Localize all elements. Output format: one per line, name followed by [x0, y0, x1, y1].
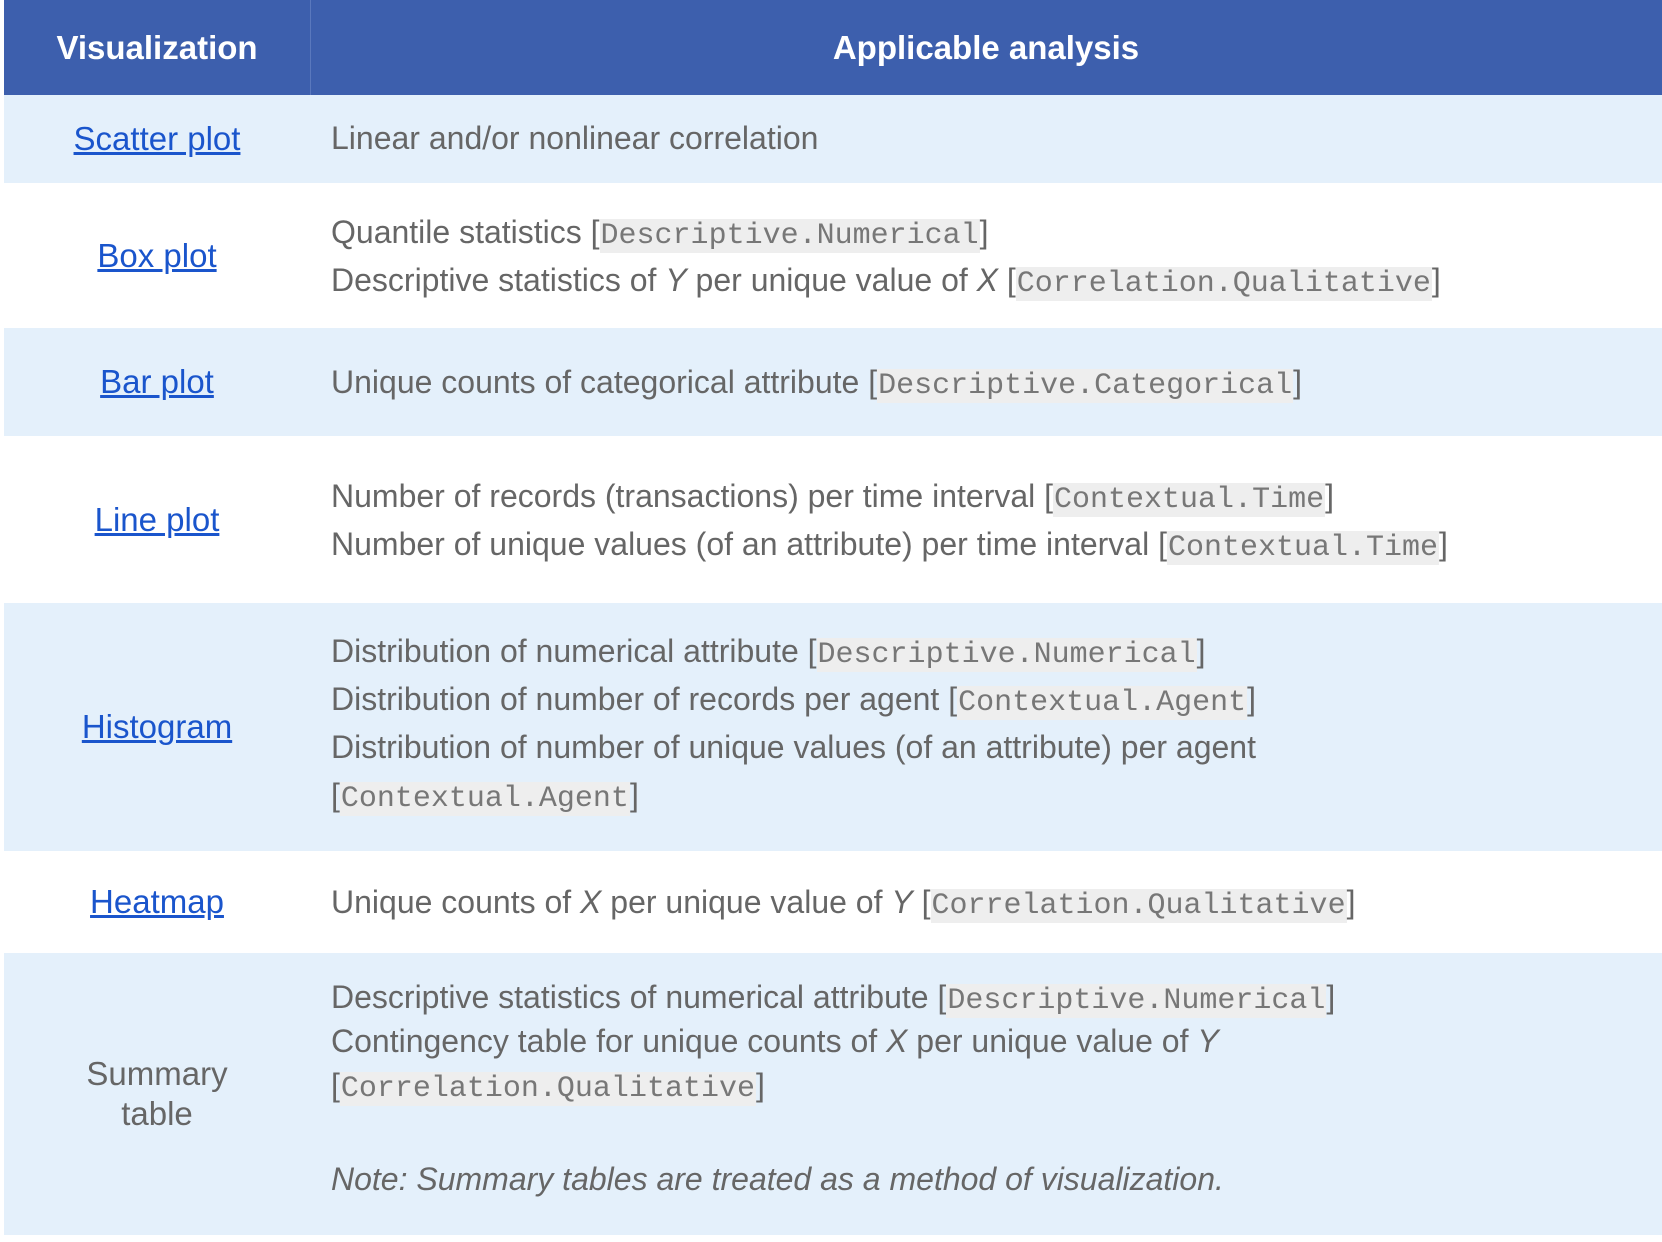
table-row: Heatmap Unique counts of X per unique va…: [4, 851, 1662, 953]
header-visualization: Visualization: [56, 29, 258, 66]
link-heatmap[interactable]: Heatmap: [90, 883, 224, 920]
analysis-line: [Contextual.Agent]: [331, 777, 639, 816]
analysis-line: Descriptive statistics of Y per unique v…: [331, 262, 1441, 301]
analysis-line: Number of records (transactions) per tim…: [331, 478, 1334, 517]
link-scatter-plot[interactable]: Scatter plot: [73, 120, 241, 157]
category-code: Descriptive.Categorical: [877, 369, 1294, 403]
category-code: Descriptive.Numerical: [946, 984, 1327, 1018]
category-code: Correlation.Qualitative: [339, 1072, 756, 1106]
summary-table-label: Summary table: [86, 1055, 228, 1132]
analysis-line: Descriptive statistics of numerical attr…: [331, 979, 1336, 1018]
table-row: Summary table Descriptive statistics of …: [4, 953, 1662, 1235]
link-bar-plot[interactable]: Bar plot: [100, 363, 214, 400]
link-box-plot[interactable]: Box plot: [97, 236, 217, 274]
analysis-line: Distribution of numerical attribute [Des…: [331, 633, 1206, 672]
category-code: Contextual.Time: [1166, 531, 1440, 565]
analysis-line: Unique counts of categorical attribute […: [331, 364, 1303, 403]
summary-note: Note: Summary tables are treated as a me…: [331, 1161, 1224, 1197]
analysis-line: Contingency table for unique counts of X…: [331, 1023, 1219, 1059]
category-code: Contextual.Time: [1053, 483, 1326, 517]
header-applicable-analysis: Applicable analysis: [832, 29, 1140, 66]
header-divider: [310, 0, 311, 95]
analysis-line: [Correlation.Qualitative]: [331, 1067, 765, 1106]
analysis-line: Linear and/or nonlinear correlation: [331, 120, 819, 156]
category-code: Contextual.Agent: [957, 686, 1248, 720]
link-line-plot[interactable]: Line plot: [94, 500, 220, 538]
table-row: Histogram Distribution of numerical attr…: [4, 603, 1662, 851]
analysis-line: Number of unique values (of an attribute…: [331, 526, 1448, 565]
table-header: Visualization Applicable analysis: [4, 0, 1662, 95]
visualization-table: Visualization Applicable analysis Scatte…: [4, 0, 1662, 1235]
analysis-line: Quantile statistics [Descriptive.Numeric…: [331, 214, 989, 253]
category-code: Contextual.Agent: [339, 782, 630, 816]
category-code: Descriptive.Numerical: [816, 638, 1197, 672]
link-histogram[interactable]: Histogram: [81, 708, 233, 745]
category-code: Descriptive.Numerical: [599, 219, 980, 253]
table-row: Line plot Number of records (transaction…: [4, 436, 1662, 603]
table-row: Box plot Quantile statistics [Descriptiv…: [4, 183, 1662, 328]
table-row: Scatter plot Linear and/or nonlinear cor…: [4, 95, 1662, 183]
category-code: Correlation.Qualitative: [1015, 267, 1432, 301]
table-row: Bar plot Unique counts of categorical at…: [4, 328, 1662, 436]
analysis-line: Distribution of number of unique values …: [331, 729, 1256, 765]
analysis-line: Unique counts of X per unique value of Y…: [331, 884, 1356, 923]
analysis-line: Distribution of number of records per ag…: [331, 681, 1257, 720]
category-code: Correlation.Qualitative: [930, 889, 1347, 923]
